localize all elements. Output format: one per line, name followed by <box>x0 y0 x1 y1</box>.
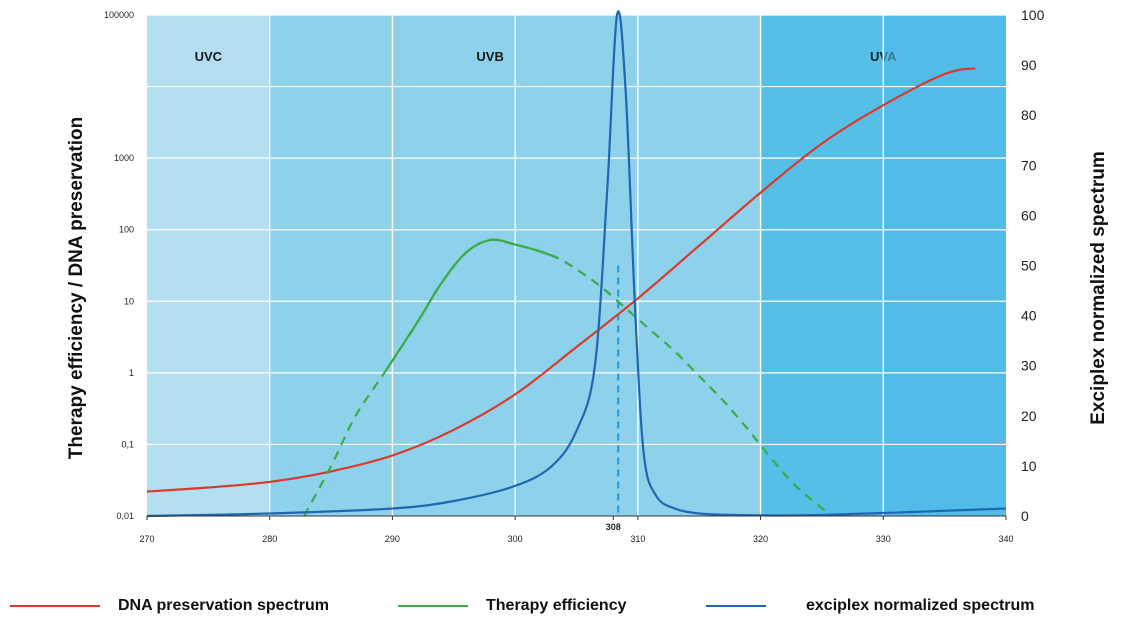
legend-label-exciplex: exciplex normalized spectrum <box>806 597 1035 614</box>
left-axis-title: Therapy efficiency / DNA preservation <box>66 117 87 459</box>
left-tick-label: 10 <box>124 296 134 306</box>
series-lines <box>146 10 1007 518</box>
legend-swatch-exciplex <box>706 605 766 607</box>
right-tick-label: 0 <box>1021 508 1029 524</box>
left-tick-label: 0,01 <box>116 511 134 521</box>
x-tick-label: 280 <box>262 534 277 544</box>
left-tick-label: 1 <box>129 368 134 378</box>
x-tick-label: 320 <box>753 534 768 544</box>
legend: DNA preservation spectrum Therapy effici… <box>0 595 1131 623</box>
region-uva-band <box>883 15 1006 516</box>
right-tick-label: 80 <box>1021 107 1037 123</box>
legend-item-therapy: Therapy efficiency <box>398 597 627 615</box>
left-tick-label: 0,1 <box>121 439 134 449</box>
x-tick-label: 310 <box>630 534 645 544</box>
x-tick-label: 340 <box>998 534 1013 544</box>
legend-swatch-dna <box>10 605 100 607</box>
axes <box>146 515 1007 520</box>
uv-regions: UVCUVBUVA <box>147 15 1006 516</box>
right-tick-label: 60 <box>1021 207 1037 223</box>
x-tick-label: 270 <box>139 534 154 544</box>
right-axis-title: Exciplex normalized spectrum <box>1088 151 1109 425</box>
left-tick-label: 100 <box>119 225 134 235</box>
legend-swatch-therapy <box>398 605 468 607</box>
right-tick-label: 100 <box>1021 7 1045 23</box>
right-tick-label: 70 <box>1021 157 1037 173</box>
left-tick-label: 1000 <box>114 153 134 163</box>
x-tick-label: 330 <box>876 534 891 544</box>
series-therapy-solid <box>385 238 559 371</box>
right-tick-label: 20 <box>1021 408 1037 424</box>
legend-item-dna: DNA preservation spectrum <box>10 597 329 615</box>
series-exciplex <box>146 10 1007 518</box>
right-tick-label: 40 <box>1021 308 1037 324</box>
right-tick-label: 50 <box>1021 258 1037 274</box>
region-label-uvb: UVB <box>476 49 503 64</box>
legend-item-exciplex: exciplex normalized spectrum <box>706 597 1035 615</box>
left-tick-label: 100000 <box>104 10 134 20</box>
x-tick-label: 300 <box>508 534 523 544</box>
legend-label-dna: DNA preservation spectrum <box>118 597 330 614</box>
region-uvc <box>147 15 270 516</box>
x-tick-label: 290 <box>385 534 400 544</box>
region-label-uvc: UVC <box>195 49 223 64</box>
annotation-308: 308 <box>606 522 621 532</box>
right-tick-label: 30 <box>1021 358 1037 374</box>
series-dna-preservation <box>146 67 976 493</box>
gridlines <box>147 14 1006 516</box>
right-tick-label: 10 <box>1021 458 1037 474</box>
chart: UVCUVBUVA 2702802903003083103203303400,0… <box>66 7 1109 544</box>
right-tick-label: 90 <box>1021 57 1037 73</box>
legend-label-therapy: Therapy efficiency <box>486 597 627 614</box>
